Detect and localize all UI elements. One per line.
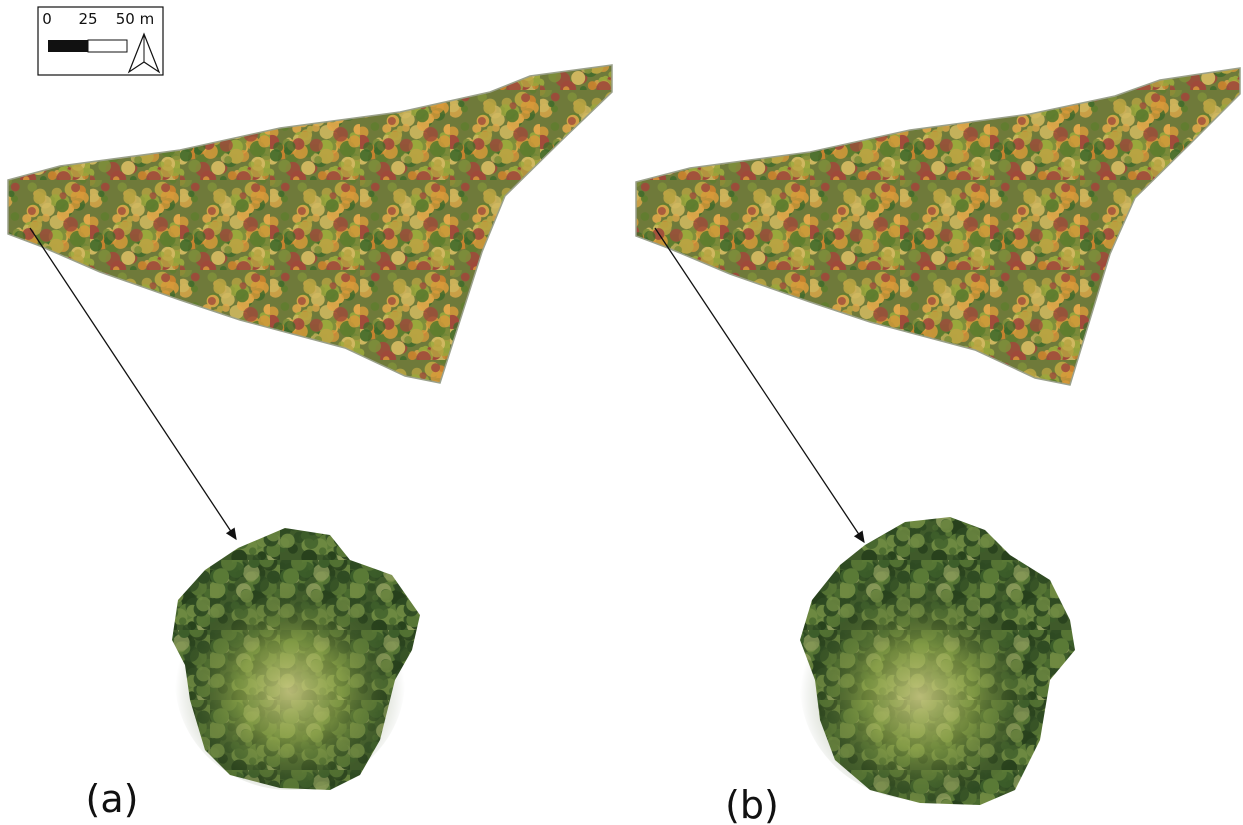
- scale-label: 25: [78, 10, 97, 28]
- panel-label: (b): [725, 783, 779, 825]
- panel-label: (a): [86, 777, 139, 821]
- forest-plot-a: [8, 65, 612, 383]
- page: {"scale_bar": {"labels": ["0", "25", "50…: [0, 0, 1243, 825]
- scale-segment: [48, 40, 88, 52]
- scale-segment: [88, 40, 127, 52]
- crown-b: [800, 517, 1075, 805]
- forest-plot-b: [636, 68, 1240, 385]
- crown-a: [172, 528, 420, 790]
- figure: 0 25 50 m (a) (b): [0, 0, 1243, 825]
- scale-label: 0: [42, 10, 52, 28]
- scale-bar: 0 25 50 m: [38, 7, 163, 75]
- crown-highlight: [800, 570, 1040, 800]
- scale-label: 50 m: [116, 10, 154, 28]
- crown-highlight: [175, 570, 405, 790]
